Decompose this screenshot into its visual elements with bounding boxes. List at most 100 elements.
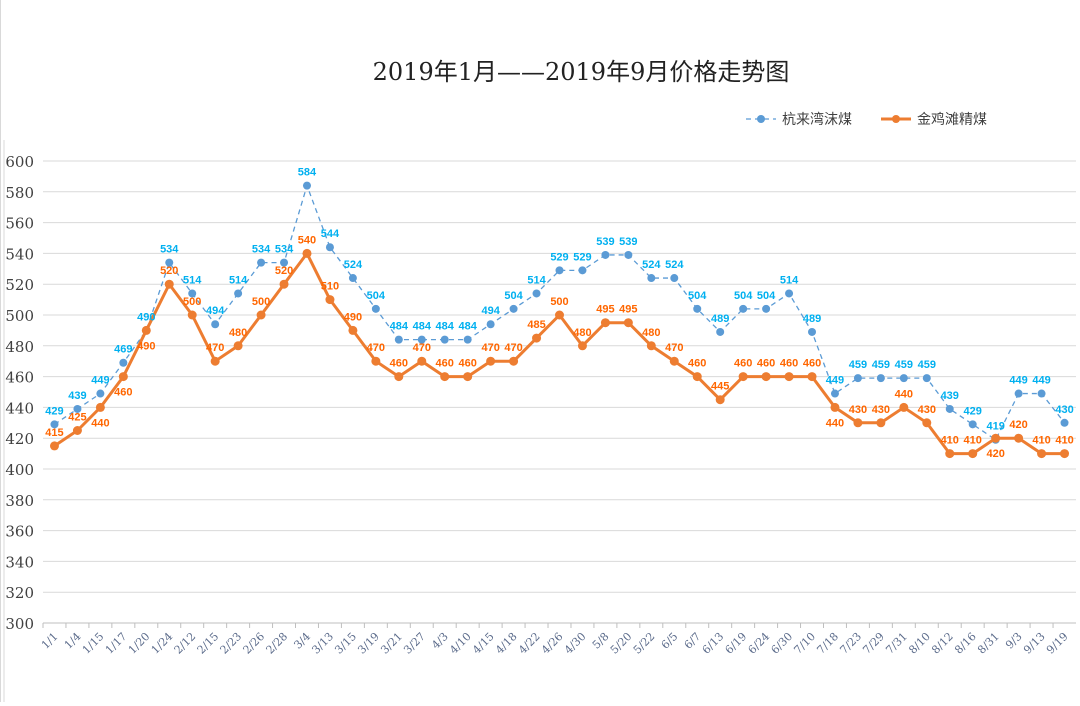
data-label: 470 [665,342,683,354]
data-point [715,395,725,405]
data-point [807,372,817,382]
data-point [577,341,587,351]
data-point [1037,449,1047,459]
data-label: 539 [596,236,614,248]
data-point [72,426,82,435]
data-label: 520 [275,265,293,277]
data-label: 524 [344,259,363,271]
x-tick-label: 2/12 [172,630,199,657]
y-tick-label: 380 [5,492,34,510]
data-point [693,304,702,313]
data-point [945,404,954,413]
y-axis: 300 320 340 360 380 400 420 440 460 480 500 520 540 5… [5,153,34,633]
data-label: 529 [573,251,591,263]
data-point [509,356,519,366]
data-point [417,356,427,366]
data-point [555,266,564,275]
data-label: 500 [183,296,201,308]
x-tick-label: 6/24 [746,630,773,657]
series-1 [50,181,1069,444]
x-tick-label: 4/22 [516,630,543,657]
data-label: 439 [941,390,959,402]
data-point [1014,433,1024,443]
data-point [394,372,404,382]
data-label: 460 [390,358,408,370]
data-point [784,372,794,382]
x-tick-label: 7/23 [837,630,864,657]
data-label: 484 [458,321,477,333]
x-tick-label: 4/15 [470,630,497,657]
legend-marker [757,115,765,123]
legend: 杭来湾沫煤 金鸡滩精煤 [746,111,987,128]
data-label: 460 [688,358,706,370]
data-label: 540 [298,234,316,246]
x-tick-label: 3/15 [332,630,359,657]
y-tick-label: 420 [5,430,34,448]
data-point [876,418,886,428]
data-point [280,258,289,267]
data-label: 490 [137,340,155,352]
data-point [853,374,862,383]
data-label: 504 [367,290,386,302]
data-label: 459 [895,359,913,371]
data-label: 440 [895,388,913,400]
data-point [623,318,633,328]
data-label: 500 [550,296,568,308]
data-label: 410 [1055,435,1073,447]
x-tick-label: 5/20 [608,630,635,657]
data-point [165,258,174,267]
data-point [187,310,197,320]
data-label: 429 [964,405,982,417]
data-point [716,327,725,336]
x-tick-label: 1/24 [149,630,176,657]
chart-title: 2019年1月——2019年9月价格走势图 [373,58,790,86]
x-tick-label: 6/19 [723,630,750,657]
y-tick-label: 300 [5,615,34,633]
y-tick-label: 480 [5,338,34,356]
x-tick-label: 2/23 [218,630,245,657]
x-tick-label: 6/13 [700,630,727,657]
data-label: 440 [826,417,844,429]
data-point [440,372,450,382]
data-point [739,304,748,313]
x-tick-label: 4/30 [562,630,589,657]
x-tick-label: 9/13 [1021,630,1048,657]
legend-label: 金鸡滩精煤 [917,111,987,128]
y-tick-label: 360 [5,523,34,541]
data-point [119,358,128,367]
data-point [601,250,610,259]
y-tick-label: 560 [5,215,34,233]
data-label: 425 [68,412,86,424]
data-label: 449 [91,375,109,387]
data-label: 520 [160,265,178,277]
data-point [1060,418,1069,427]
data-point [371,356,381,366]
data-point [348,325,358,335]
x-tick-label: 2/26 [241,630,268,657]
x-tick-label: 3/27 [401,630,428,657]
data-point [761,372,771,382]
y-tick-label: 600 [5,153,34,171]
data-label: 460 [734,358,752,370]
x-tick-label: 2/28 [263,630,290,657]
data-point [808,327,817,336]
x-tick-label: 3/19 [355,630,382,657]
data-label: 410 [1032,435,1050,447]
data-label: 460 [780,358,798,370]
data-point [922,418,932,428]
data-point [302,181,311,190]
data-label: 514 [780,274,799,286]
y-tick-label: 400 [5,461,34,479]
data-label: 529 [550,251,568,263]
data-point [899,402,909,412]
data-point [50,420,59,429]
data-label: 485 [527,319,545,331]
y-tick-label: 540 [5,245,34,263]
data-label: 480 [573,327,591,339]
data-point [394,335,403,344]
data-label: 510 [321,281,339,293]
x-tick-label: 3/21 [378,630,405,657]
data-point [899,374,908,383]
data-point [876,374,885,383]
data-point [440,335,449,344]
